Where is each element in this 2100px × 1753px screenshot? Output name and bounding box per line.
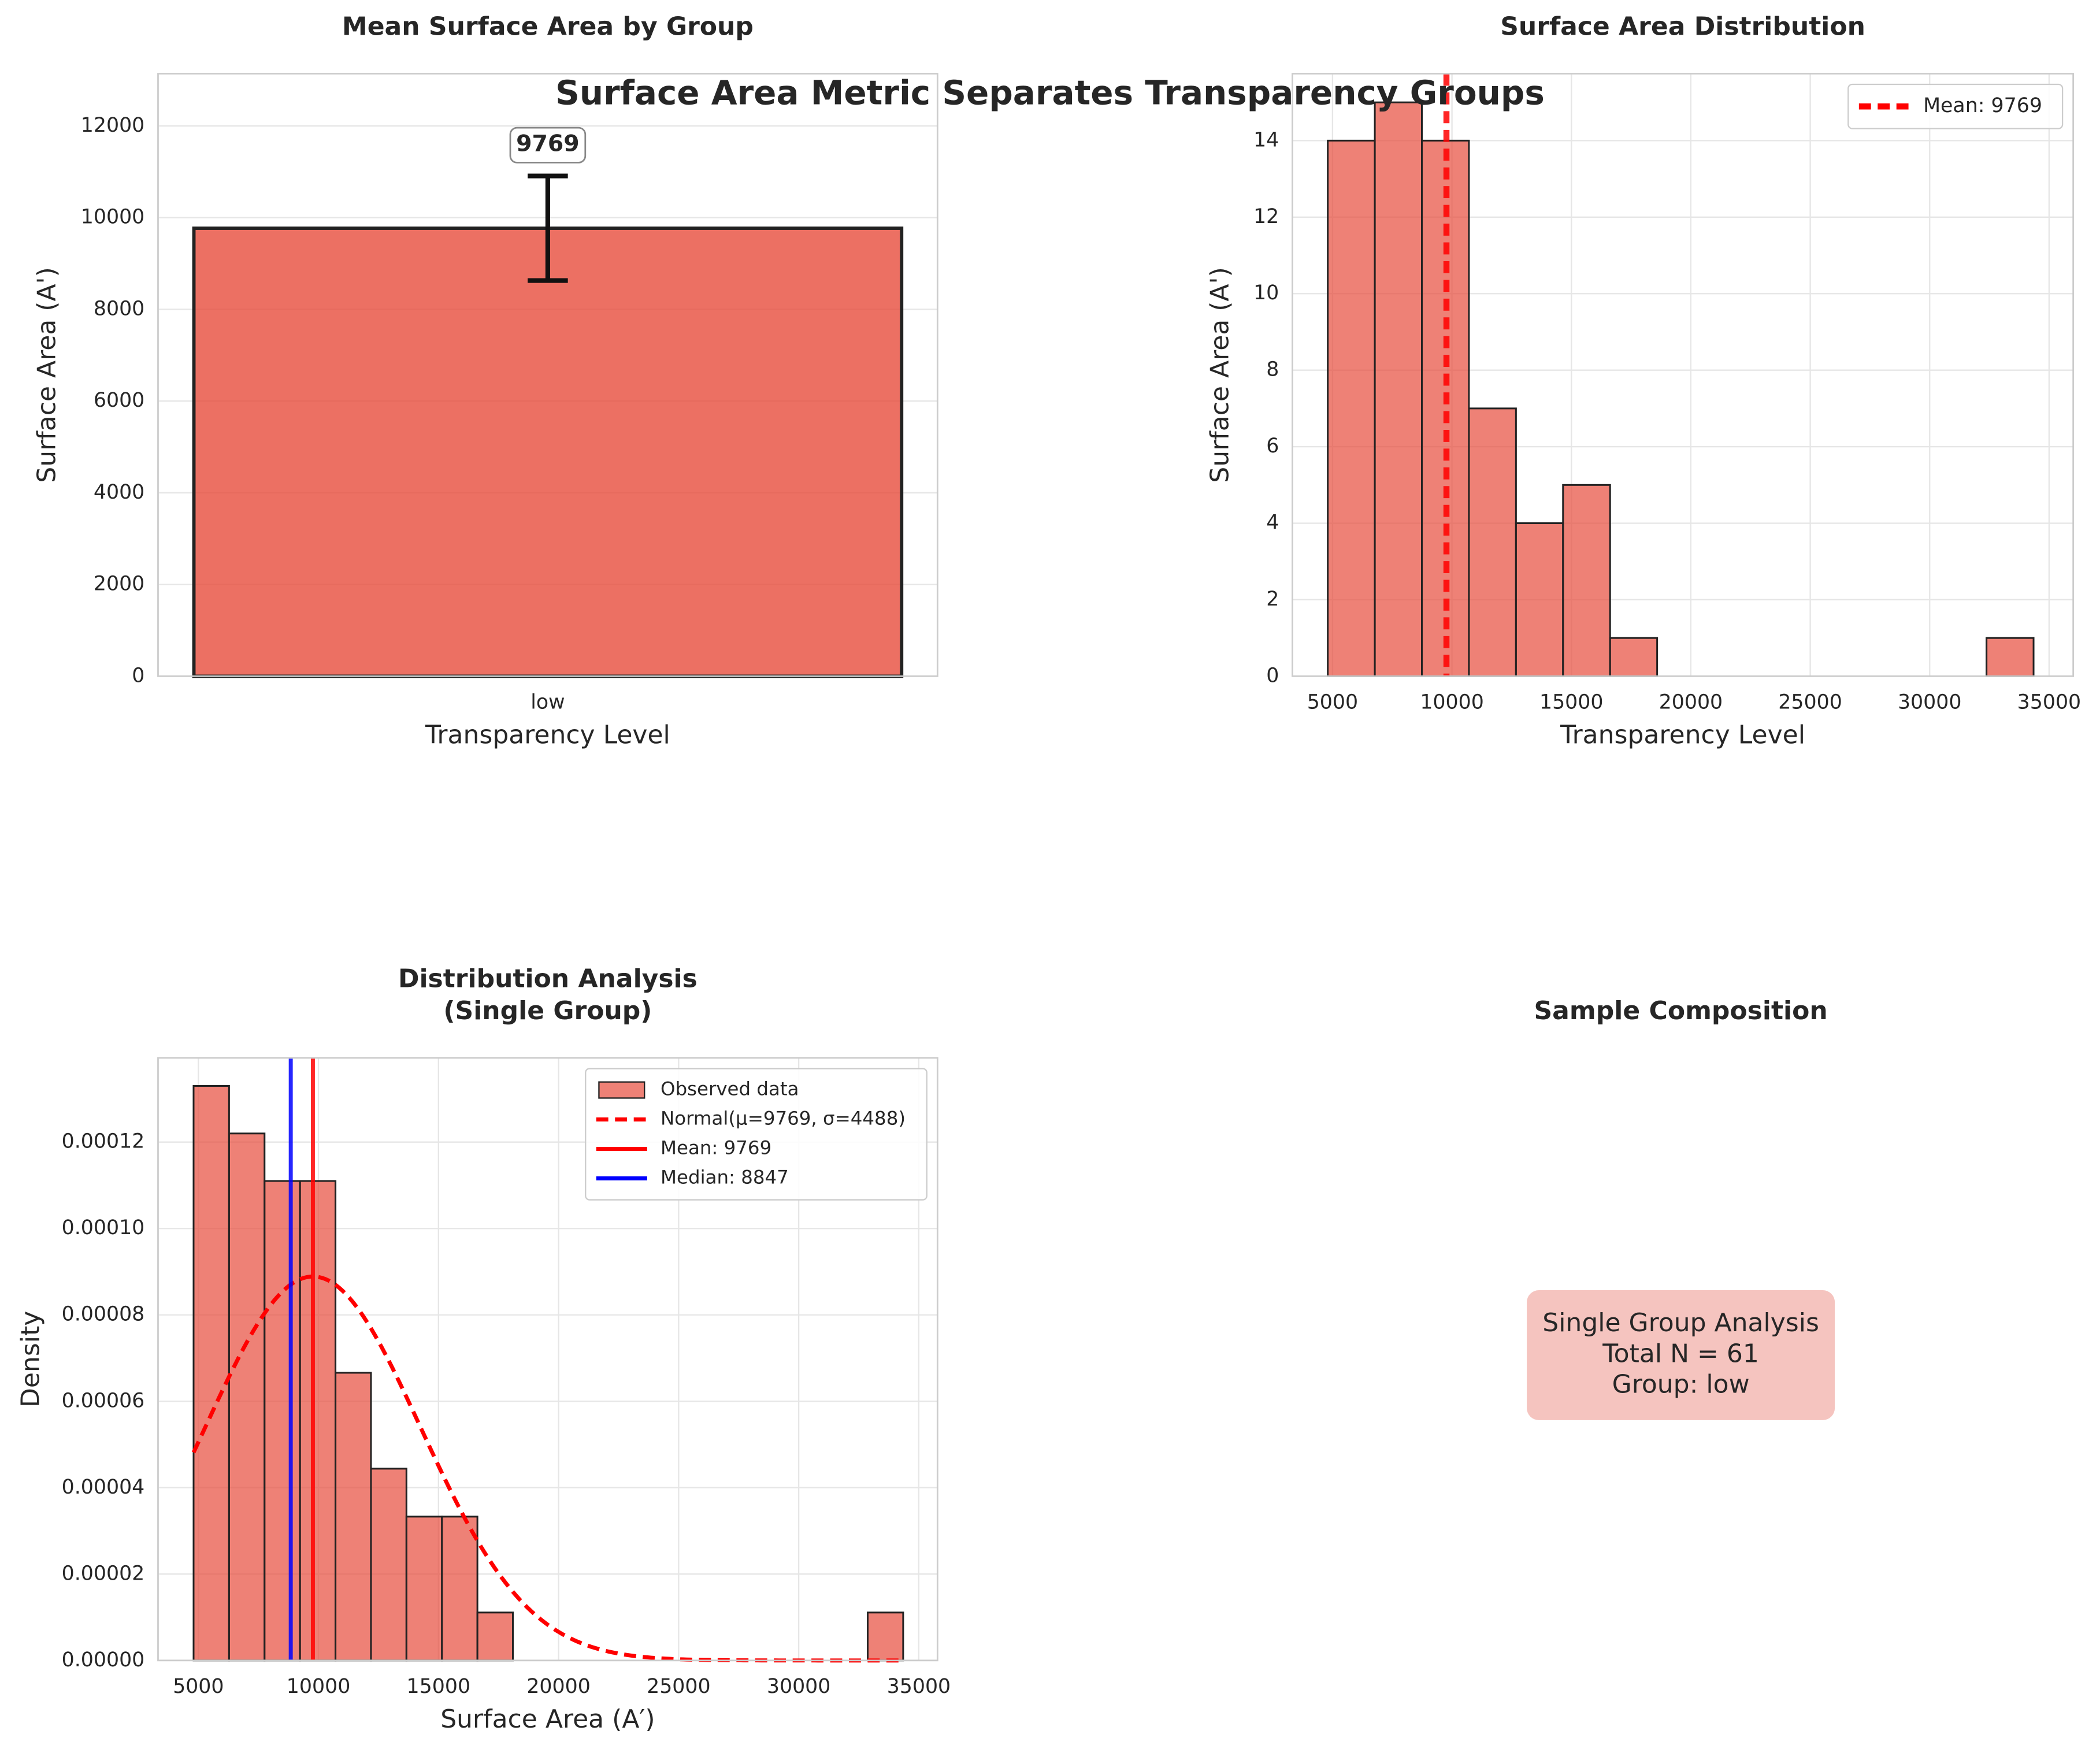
y-tick-label: 10 — [1253, 281, 1279, 304]
subplot-title: (Single Group) — [443, 996, 652, 1026]
x-tick-label: 5000 — [1307, 691, 1358, 714]
y-axis-label: Density — [16, 1311, 46, 1407]
x-tick-label: 15000 — [407, 1675, 471, 1698]
x-tick-label: 10000 — [1420, 691, 1484, 714]
text-box — [1527, 1290, 1835, 1420]
histogram-bar — [228, 1132, 266, 1662]
x-tick-label: 35000 — [2017, 691, 2082, 714]
value-label-box — [509, 127, 587, 164]
y-tick-label: 0.00010 — [62, 1216, 145, 1239]
bar — [192, 226, 904, 678]
x-axis-label: Transparency Level — [425, 720, 670, 750]
y-tick-label: 6000 — [94, 389, 144, 412]
histogram-bar — [441, 1516, 478, 1662]
value-label: 9769 — [516, 131, 580, 157]
y-tick-label: 6 — [1266, 434, 1279, 458]
y-tick-label: 0.00004 — [62, 1476, 145, 1499]
histogram-bar — [370, 1468, 407, 1662]
legend-swatch — [598, 1081, 645, 1099]
histogram-bar — [405, 1516, 443, 1662]
x-tick-label: 30000 — [1898, 691, 1962, 714]
x-tick-label: 25000 — [1778, 691, 1842, 714]
y-axis-label: Surface Area (A') — [32, 267, 61, 483]
subplot-title: Sample Composition — [1534, 996, 1827, 1026]
figure-title: Surface Area Metric Separates Transparen… — [555, 73, 1545, 113]
histogram-bar — [299, 1180, 337, 1662]
x-tick-label: 30000 — [767, 1675, 831, 1698]
histogram-bar — [476, 1611, 514, 1662]
histogram-bar — [1986, 637, 2035, 677]
x-tick-label: 35000 — [887, 1675, 951, 1698]
y-axis-label: Surface Area (A') — [1205, 267, 1235, 483]
y-tick-label: 0.00000 — [62, 1648, 145, 1672]
legend-label: Normal(μ=9769, σ=4488) — [661, 1108, 906, 1130]
histogram-bar — [264, 1180, 301, 1662]
y-tick-label: 8000 — [94, 297, 144, 320]
histogram-bar — [1374, 101, 1423, 677]
axes-frame — [1292, 73, 2075, 677]
y-tick-label: 2000 — [94, 573, 144, 596]
x-tick-label: 25000 — [647, 1675, 711, 1698]
y-tick-label: 4 — [1266, 511, 1279, 534]
legend-label: Mean: 9769 — [661, 1137, 771, 1159]
x-axis-label: Surface Area (A′) — [440, 1704, 655, 1734]
legend-label: Observed data — [661, 1078, 799, 1100]
legend-label: Mean: 9769 — [1923, 94, 2042, 117]
histogram-bar — [1327, 139, 1376, 677]
histogram-bar — [1562, 484, 1611, 677]
legend-box — [585, 1068, 927, 1201]
histogram-bar — [1609, 637, 1659, 677]
info-text: Single Group Analysis — [1542, 1308, 1819, 1338]
x-tick-label: 20000 — [1659, 691, 1723, 714]
x-axis-label: Transparency Level — [1560, 720, 1805, 750]
histogram-bar — [1515, 522, 1564, 677]
legend-label: Median: 8847 — [661, 1167, 789, 1189]
y-tick-label: 14 — [1253, 128, 1279, 151]
y-tick-label: 12 — [1253, 205, 1279, 228]
subplot-title: Mean Surface Area by Group — [342, 12, 754, 42]
subplot-title: Surface Area Distribution — [1500, 12, 1865, 42]
x-tick-label: 15000 — [1539, 691, 1604, 714]
x-tick-label: low — [530, 691, 565, 714]
y-tick-label: 10000 — [81, 206, 145, 229]
y-tick-label: 4000 — [94, 481, 144, 504]
info-text: Group: low — [1612, 1370, 1750, 1399]
histogram-bar — [1468, 407, 1517, 677]
x-tick-label: 5000 — [173, 1675, 224, 1698]
y-tick-label: 0.00006 — [62, 1389, 145, 1412]
y-tick-label: 0.00008 — [62, 1303, 145, 1326]
y-tick-label: 0.00012 — [62, 1130, 145, 1153]
legend-box — [1847, 83, 2064, 129]
y-tick-label: 8 — [1266, 358, 1279, 381]
info-text: Total N = 61 — [1602, 1339, 1759, 1368]
y-tick-label: 2 — [1266, 588, 1279, 611]
axes-frame — [157, 1057, 938, 1662]
x-tick-label: 20000 — [526, 1675, 591, 1698]
y-tick-label: 12000 — [81, 114, 145, 137]
axes-frame — [157, 73, 938, 677]
x-tick-label: 10000 — [287, 1675, 351, 1698]
histogram-bar — [1421, 139, 1470, 677]
histogram-bar — [192, 1085, 230, 1662]
histogram-bar — [335, 1372, 372, 1662]
subplot-title: Distribution Analysis — [398, 964, 697, 993]
y-tick-label: 0 — [1266, 664, 1279, 687]
y-tick-label: 0.00002 — [62, 1562, 145, 1585]
histogram-bar — [866, 1611, 904, 1662]
y-tick-label: 0 — [132, 664, 144, 687]
